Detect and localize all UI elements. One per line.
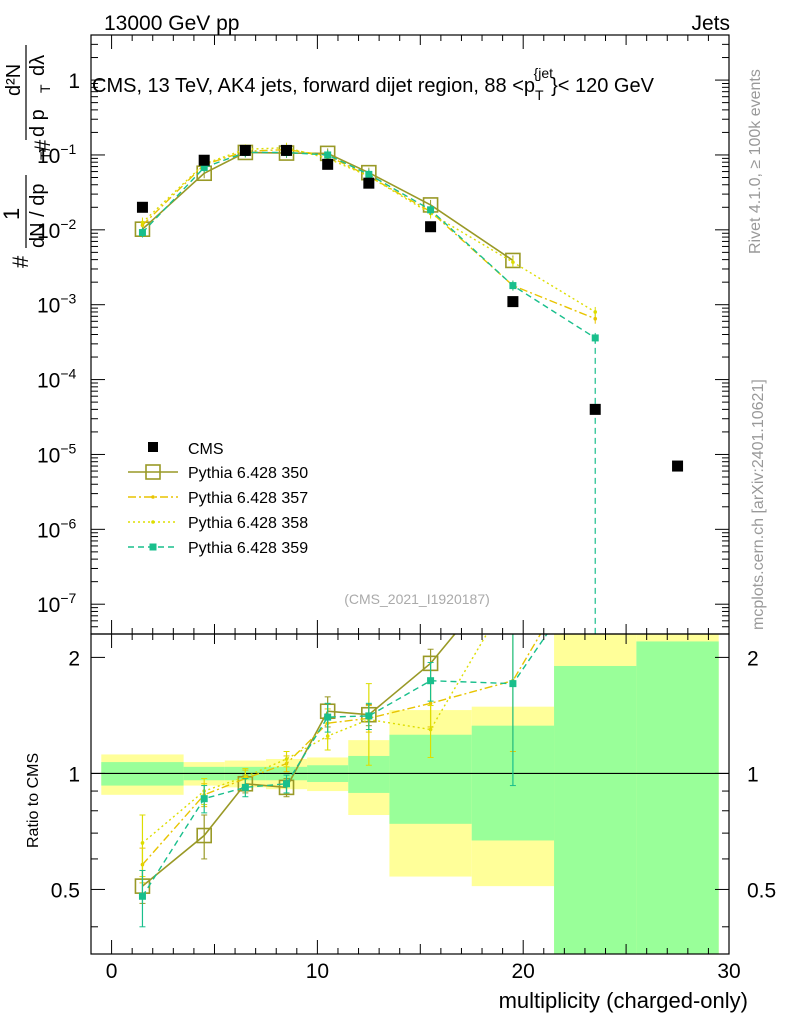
series-3-ratio-point-5	[365, 712, 373, 720]
cms-data-point-3	[281, 144, 293, 156]
ratio-ytick-label-left-1: 1	[68, 763, 80, 786]
legend-marker-cms	[148, 442, 158, 452]
ylabel-frac-den-sub: T	[37, 151, 53, 160]
main-ytick-label-0: 1	[68, 70, 80, 93]
series-1-main-point-8	[593, 316, 598, 321]
main-y-axis-label: # 1 dN / dp T # d²N d p T dλ	[0, 45, 55, 268]
series-2-main-point-7	[511, 260, 515, 264]
main-ytick-label-5: 10−5	[37, 440, 77, 467]
cms-data-point-4	[322, 158, 334, 170]
ylabel-d2n: d²N	[3, 64, 25, 96]
ylabel-frac-den: dN / dp	[27, 184, 49, 248]
series-3-ratio-point-4	[324, 713, 332, 721]
cms-data-point-7	[507, 296, 519, 308]
ratio-ytick-label-right-1: 1	[747, 763, 759, 786]
legend-label-cms: CMS	[188, 441, 224, 458]
series-0-ratio-point-7	[506, 557, 520, 571]
series-0-ratio-line	[141, 634, 456, 887]
main-ytick-label-1: 10−1	[37, 141, 77, 168]
ratio-panel-series	[134, 557, 548, 928]
series-0-ratio-point-1	[196, 827, 212, 844]
series-2-main-point-8	[593, 310, 598, 314]
cms-data-point-6	[425, 221, 437, 233]
ratio-ytick-label-left-0: 2	[68, 647, 80, 670]
stat-uncertainty-band-8	[554, 665, 637, 954]
cms-data-point-0	[136, 201, 148, 213]
series-2-ratio-point-0	[140, 841, 145, 845]
cms-data-point-1	[198, 154, 210, 166]
series-3-ratio-point-0	[138, 892, 146, 900]
series-3-main-point-4	[324, 151, 332, 159]
stat-uncertainty-band-9	[636, 641, 719, 954]
energy-label: 13000 GeV pp	[104, 12, 239, 35]
legend-label-series-2: Pythia 6.428 358	[188, 515, 308, 532]
series-3-ratio-point-6	[427, 677, 435, 685]
ylabel-dlambda: dλ	[27, 55, 49, 76]
ratio-panel-frame	[90, 633, 730, 955]
legend-marker-series-1	[151, 495, 155, 499]
ylabel-frac-num: 1	[0, 208, 24, 220]
main-panel-frame	[90, 34, 730, 635]
legend-label-series-1: Pythia 6.428 357	[188, 490, 308, 507]
series-1-ratio-point-6	[428, 701, 433, 706]
xtick-label-1: 10	[306, 960, 329, 983]
cms-data-point-2	[239, 144, 251, 156]
series-1-ratio-line	[141, 634, 542, 866]
main-panel-series	[134, 142, 684, 634]
series-2-ratio-point-6	[428, 727, 433, 732]
legend-label-series-0: Pythia 6.428 350	[188, 465, 308, 482]
ylabel-hash-2: #	[30, 139, 55, 152]
cms-data-point-5	[363, 177, 375, 189]
series-3-main-point-5	[365, 170, 373, 178]
ylabel-dpt: d p	[27, 109, 49, 137]
series-3-main-point-1	[200, 163, 208, 171]
main-ytick-label-7: 10−7	[37, 590, 77, 617]
cms-data-point-9	[672, 460, 684, 472]
series-3-ratio-point-3	[283, 780, 291, 788]
plot-title: CMS, 13 TeV, AK4 jets, forward dijet reg…	[92, 65, 655, 103]
series-2-ratio-point-2	[243, 775, 248, 779]
main-ytick-label-3: 10−3	[37, 291, 77, 318]
series-3-main-point-0	[138, 229, 146, 237]
main-ytick-label-4: 10−4	[37, 366, 77, 393]
xtick-label-2: 20	[512, 960, 535, 983]
rivet-version-label: Rivet 4.1.0, ≥ 100k events	[747, 69, 764, 254]
ratio-ytick-label-right-2: 0.5	[747, 879, 776, 902]
ratio-y-axis-label: Ratio to CMS	[25, 753, 42, 848]
series-2-main-point-0	[140, 220, 145, 225]
ylabel-hash-1: #	[8, 255, 33, 268]
series-3-ratio-point-2	[241, 783, 249, 791]
series-3-ratio-line	[141, 634, 548, 897]
analysis-watermark: (CMS_2021_I1920187)	[344, 591, 490, 607]
series-3-ratio-point-1	[200, 795, 208, 803]
series-2-ratio-point-4	[325, 734, 330, 738]
mcplots-label: mcplots.cern.ch [arXiv:2401.10621]	[750, 379, 767, 630]
legend: CMS Pythia 6.428 350 Pythia 6.428 357 Pythi…	[128, 441, 308, 557]
ratio-ytick-label-left-2: 0.5	[51, 879, 80, 902]
series-3-main-point-6	[427, 206, 435, 214]
xtick-label-0: 0	[106, 960, 118, 983]
legend-marker-series-2	[151, 520, 155, 524]
legend-label-series-3: Pythia 6.428 359	[188, 540, 308, 557]
main-ytick-label-6: 10−6	[37, 515, 77, 542]
legend-marker-series-0	[145, 464, 161, 480]
x-axis-label: multiplicity (charged-only)	[499, 988, 748, 1013]
ratio-uncertainty-bands	[91, 634, 729, 954]
series-2-ratio-point-3	[284, 757, 289, 761]
series-2-ratio-point-7	[511, 588, 515, 592]
legend-marker-series-3	[149, 543, 157, 551]
series-3-ratio-point-7	[509, 680, 517, 688]
axes-ticks: 1 10−1 10−2 10−3 10−4 10−5 10−6 10−7 2 2 1 1 0.5 0.5 0…	[37, 34, 776, 983]
category-label: Jets	[691, 12, 730, 35]
ratio-ytick-label-right-0: 2	[747, 647, 759, 670]
ylabel-dpt-sub: T	[37, 84, 53, 93]
series-0-main-point-7	[505, 252, 521, 269]
cms-data-point-8	[589, 403, 601, 415]
main-ytick-label-2: 10−2	[37, 216, 77, 243]
xtick-label-3: 30	[717, 960, 740, 983]
series-3-main-point-7	[509, 282, 517, 290]
